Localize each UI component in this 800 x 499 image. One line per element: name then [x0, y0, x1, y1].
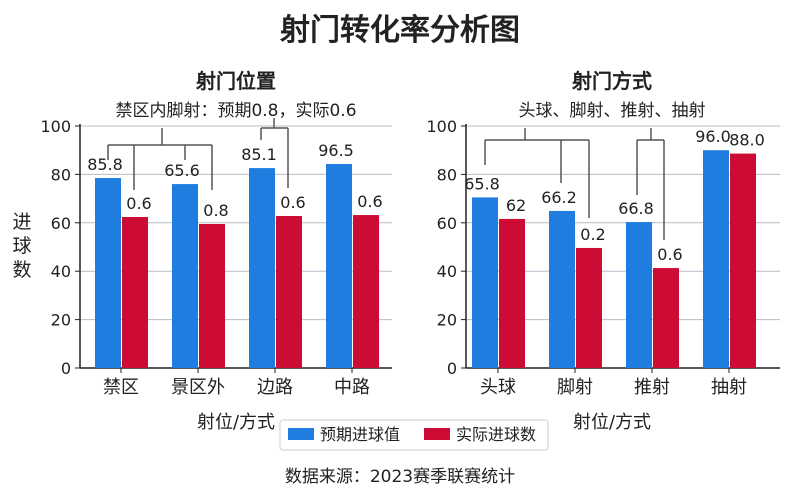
data-label: 66.2	[541, 188, 577, 207]
y-axis-label: 进 球 数	[12, 211, 31, 281]
bar-actual	[122, 216, 148, 368]
bar-expected	[703, 150, 729, 368]
y-tick-label: 40	[51, 262, 71, 281]
x-axis-label: 射位/方式	[197, 412, 275, 433]
panel-title: 射门方式	[571, 69, 652, 93]
data-label: 65.6	[164, 161, 200, 180]
data-label: 65.8	[464, 174, 500, 193]
y-label-char-1: 进	[12, 211, 31, 233]
data-label: 96.5	[318, 141, 354, 160]
data-label: 88.0	[729, 131, 765, 150]
x-tick-label: 景区外	[171, 377, 225, 398]
bar-actual	[199, 224, 225, 368]
annotation-bracket	[260, 118, 289, 188]
y-tick-label: 100	[40, 117, 71, 136]
legend-swatch-expected	[288, 428, 314, 440]
annotation-text: 禁区内脚射：预期0.8，实际0.6	[115, 101, 356, 121]
data-label: 66.8	[618, 199, 654, 218]
data-label: 85.8	[87, 155, 123, 174]
bar-expected	[549, 210, 575, 368]
y-tick-label: 40	[437, 262, 457, 281]
data-label: 0.6	[357, 192, 382, 211]
bar-expected	[172, 184, 198, 368]
y-tick-label: 80	[51, 165, 71, 184]
bar-actual	[499, 218, 525, 368]
panel-title: 射门位置	[195, 69, 276, 93]
data-label: 85.1	[241, 145, 277, 164]
legend-box	[279, 419, 549, 451]
x-tick-label: 边路	[257, 377, 293, 398]
data-label: 62	[506, 196, 526, 215]
y-label-char-2: 球	[12, 235, 31, 257]
data-label: 0.6	[280, 193, 305, 212]
y-tick-label: 20	[51, 311, 71, 330]
data-label: 0.2	[580, 225, 605, 244]
source-note: 数据来源：2023赛季联赛统计	[285, 466, 515, 487]
bar-actual	[576, 247, 602, 368]
y-label-char-3: 数	[12, 259, 31, 281]
x-tick-label: 脚射	[557, 377, 593, 398]
bar-actual	[730, 153, 756, 368]
figure-title: 射门转化率分析图	[280, 13, 520, 48]
bar-expected	[472, 197, 498, 368]
legend: 预期进球值 实际进球数	[279, 419, 549, 451]
bar-expected	[626, 222, 652, 368]
y-tick-label: 20	[437, 311, 457, 330]
y-tick-label: 0	[61, 359, 71, 378]
bar-actual	[353, 215, 379, 368]
bar-expected	[95, 178, 121, 368]
data-label: 0.8	[203, 201, 228, 220]
bar-expected	[326, 163, 352, 368]
x-tick-label: 头球	[480, 377, 516, 398]
annotation-bracket	[636, 128, 665, 240]
legend-swatch-actual	[424, 428, 450, 440]
bar-actual	[653, 268, 679, 368]
y-tick-label: 80	[437, 165, 457, 184]
y-tick-label: 60	[437, 214, 457, 233]
bar-expected	[249, 168, 275, 368]
x-tick-label: 抽射	[711, 377, 747, 398]
panel-2: 射门方式头球、脚射、推射、抽射02040608010065.862头球66.20…	[426, 69, 780, 433]
x-tick-label: 禁区	[103, 377, 139, 398]
x-tick-label: 推射	[634, 377, 670, 398]
y-tick-label: 60	[51, 214, 71, 233]
data-label: 0.6	[657, 245, 682, 264]
bar-actual	[276, 216, 302, 368]
x-axis-label: 射位/方式	[573, 412, 651, 433]
legend-label-actual: 实际进球数	[456, 425, 536, 444]
annotation-bracket	[484, 128, 590, 218]
annotation-bracket	[107, 128, 213, 190]
x-tick-label: 中路	[334, 377, 370, 398]
data-label: 96.0	[695, 127, 731, 146]
annotation-text: 头球、脚射、推射、抽射	[519, 101, 706, 121]
y-tick-label: 0	[447, 359, 457, 378]
y-tick-label: 100	[426, 117, 457, 136]
data-label: 0.6	[126, 194, 151, 213]
legend-label-expected: 预期进球值	[320, 425, 400, 444]
